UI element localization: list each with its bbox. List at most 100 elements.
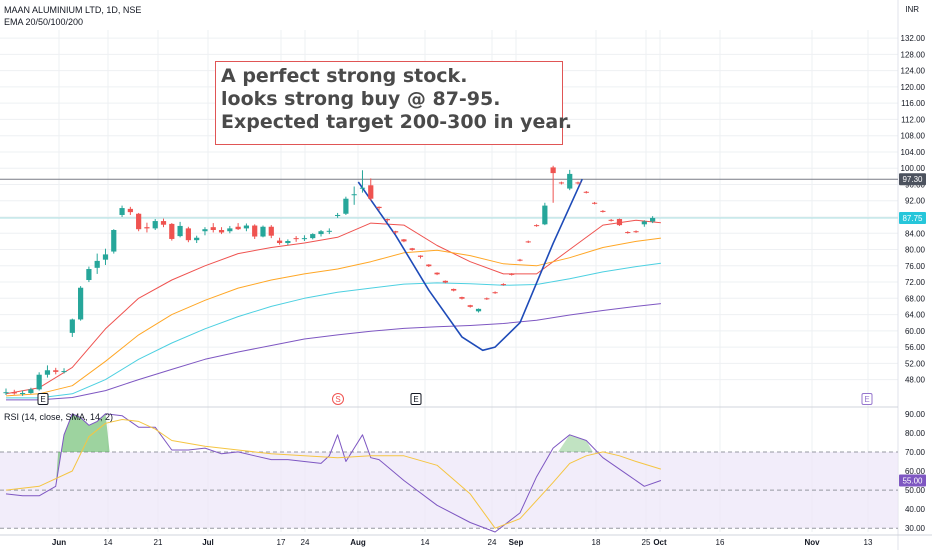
candle	[484, 297, 490, 300]
candle	[11, 389, 17, 395]
candle	[28, 387, 34, 394]
time-tick-label: 25	[642, 538, 651, 547]
price-tick-label: 100.00	[901, 164, 926, 173]
candle	[575, 181, 581, 185]
price-tick-label: 84.00	[905, 229, 926, 238]
candle	[633, 230, 639, 233]
rsi-overbought-fill	[558, 434, 593, 452]
candle	[359, 170, 366, 193]
price-line-tag	[899, 173, 926, 186]
split-marker[interactable]: S	[332, 393, 344, 405]
candle	[102, 248, 109, 265]
candle	[119, 205, 125, 217]
price-line-tag	[899, 212, 926, 225]
candle	[616, 218, 623, 226]
candle	[558, 181, 565, 185]
candle	[218, 227, 225, 235]
candle	[127, 206, 133, 215]
candle	[169, 223, 175, 241]
ema-line	[6, 262, 661, 399]
rsi-tick-label: 90.00	[905, 410, 926, 419]
candle	[227, 225, 233, 234]
price-tick-label: 72.00	[905, 278, 926, 287]
candle	[376, 206, 382, 211]
candle	[3, 388, 9, 396]
ema-lines	[5, 219, 661, 401]
time-tick-label: Nov	[804, 538, 820, 547]
time-tick-label: 24	[488, 538, 497, 547]
candle	[434, 272, 440, 276]
ema-line	[5, 219, 661, 395]
candle	[69, 318, 75, 337]
candle	[78, 286, 84, 321]
candle	[417, 255, 424, 259]
candle	[268, 225, 274, 239]
price-tick-label: 112.00	[901, 115, 925, 124]
time-tick-label: 17	[277, 538, 286, 547]
time-tick-label: Oct	[653, 538, 667, 547]
price-tick-label: 128.00	[901, 50, 926, 59]
price-tick-label: 52.00	[905, 359, 926, 368]
candle	[276, 237, 283, 245]
rsi-tick-label: 30.00	[905, 524, 926, 533]
rsi-band-background	[0, 451, 898, 529]
candle	[243, 223, 250, 232]
candle	[442, 280, 448, 284]
ema-line	[6, 303, 661, 401]
price-tick-label: 60.00	[905, 327, 926, 336]
price-line-label: 97.30	[902, 175, 923, 184]
price-tick-label: 116.00	[901, 99, 925, 108]
svg-text:S: S	[335, 395, 340, 404]
rsi-value-label: 55.00	[902, 477, 923, 486]
candle	[583, 190, 589, 194]
candle	[451, 288, 457, 292]
axes: 132.00 128.00 124.00 120.00 116.00 112.00 108.…	[52, 34, 926, 547]
candle	[136, 212, 142, 232]
candle	[343, 196, 349, 215]
time-tick-label: Aug	[350, 538, 366, 547]
earnings-marker[interactable]: E	[37, 393, 49, 405]
candle	[235, 223, 241, 231]
rsi-tick-label: 50.00	[905, 486, 926, 495]
candle	[459, 296, 465, 300]
price-tick-label: 108.00	[901, 132, 926, 141]
svg-text:E: E	[864, 395, 869, 404]
earnings-marker[interactable]: E	[861, 393, 873, 405]
cup-arc-line	[357, 178, 583, 352]
annotation-line-3: Expected target 200-300 in year.	[221, 111, 573, 133]
candle	[111, 229, 117, 254]
candle	[426, 264, 432, 268]
candle	[475, 308, 482, 313]
time-tick-label: 13	[864, 538, 873, 547]
ema-line	[5, 237, 661, 397]
candle	[326, 228, 332, 235]
time-tick-label: 21	[154, 538, 163, 547]
candle	[542, 202, 548, 226]
candle	[368, 178, 374, 201]
candle	[492, 291, 498, 294]
candle	[500, 283, 506, 286]
indicator-legend: EMA 20/50/100/200	[4, 17, 84, 27]
earnings-marker[interactable]: E	[410, 393, 422, 405]
svg-text:E: E	[413, 395, 418, 404]
time-tick-label: Sep	[509, 538, 524, 547]
candle	[53, 367, 59, 375]
candle	[36, 372, 42, 391]
rsi-series-line	[5, 419, 662, 529]
candle	[351, 186, 357, 205]
candle	[533, 224, 540, 227]
candle	[61, 368, 67, 374]
rsi-value-tag	[899, 474, 926, 487]
time-tick-label: Jun	[52, 538, 66, 547]
candle	[94, 253, 100, 274]
candle	[152, 219, 158, 231]
rsi-tick-label: 40.00	[905, 505, 926, 514]
rsi-tick-label: 70.00	[905, 448, 926, 457]
candle	[384, 218, 390, 222]
candle	[567, 169, 573, 191]
price-tick-label: 120.00	[901, 83, 926, 92]
candle	[202, 227, 208, 236]
